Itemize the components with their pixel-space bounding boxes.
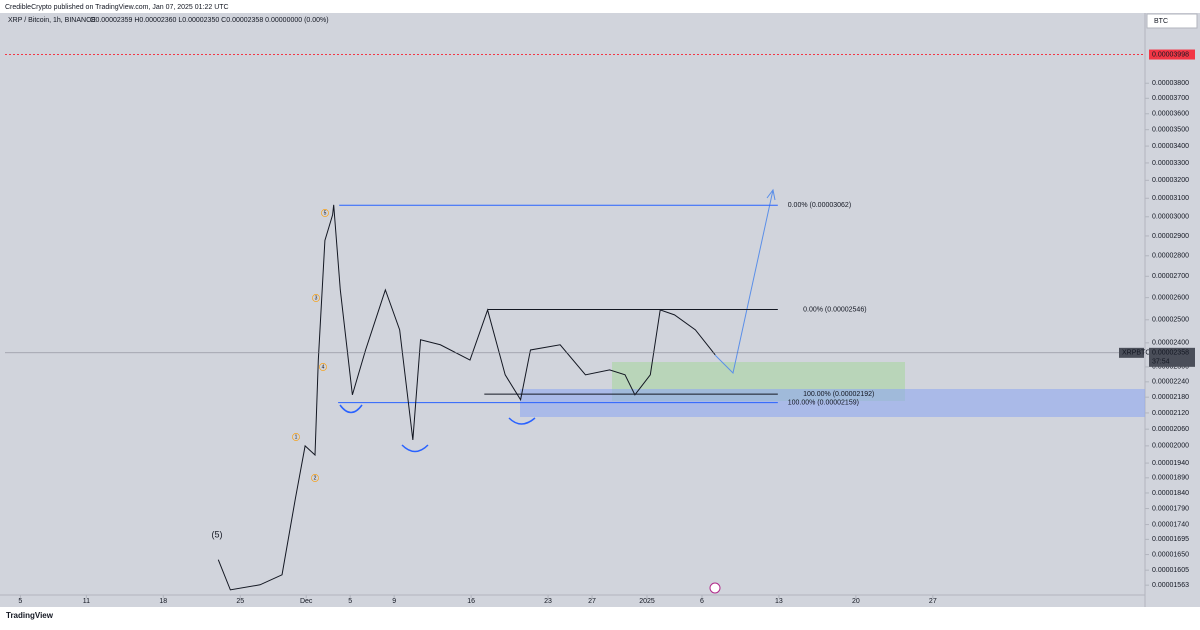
countdown: 37:54 — [1152, 359, 1170, 366]
fib-label: 0.00% (0.00003062) — [788, 202, 851, 209]
y-tick-label: 0.00002240 — [1152, 379, 1189, 386]
y-tick-label: 0.00001563 — [1152, 582, 1189, 589]
fib-label: 100.00% (0.00002192) — [803, 391, 874, 398]
bottom-arcs — [339, 404, 536, 453]
x-tick-label: 11 — [83, 598, 90, 605]
wave-label: 5 — [324, 210, 327, 216]
x-tick-label: 6 — [700, 598, 704, 605]
y-tick-label: 0.00002700 — [1152, 273, 1189, 280]
alert-label-box — [1149, 49, 1195, 60]
wave-label: 2 — [314, 475, 317, 481]
ohlc: O0.00002359 H0.00002360 L0.00002350 C0.0… — [90, 17, 329, 24]
wave-label-major: (5) — [212, 529, 223, 539]
x-tick-label: 23 — [544, 598, 552, 605]
y-tick-label: 0.00002000 — [1152, 443, 1189, 450]
x-tick-label: 9 — [392, 598, 396, 605]
x-tick-label: 20 — [852, 598, 860, 605]
y-tick-label: 0.00001740 — [1152, 521, 1189, 528]
symbol-box — [1119, 347, 1144, 358]
symbol-line: XRP / Bitcoin, 1h, BINANCE — [8, 17, 96, 24]
wave-circle — [292, 433, 300, 441]
y-tick-label: 0.00001650 — [1152, 551, 1189, 558]
y-tick-label: 0.00003100 — [1152, 195, 1189, 202]
y-tick-label: 0.00002900 — [1152, 233, 1189, 240]
wave-label: 3 — [315, 295, 318, 301]
wave-circle — [319, 363, 327, 371]
x-tick-label: 27 — [929, 598, 937, 605]
event-icon[interactable] — [709, 582, 721, 594]
y-tick-label: 0.00003400 — [1152, 143, 1189, 150]
y-tick-label: 0.00003300 — [1152, 160, 1189, 167]
wave-label: 4 — [322, 364, 325, 370]
y-tick-label: 0.00002180 — [1152, 394, 1189, 401]
wave-circle — [321, 209, 329, 217]
y-tick-label: 0.00001695 — [1152, 536, 1189, 543]
x-tick-label: 27 — [588, 598, 596, 605]
y-tick-label: 0.00002800 — [1152, 253, 1189, 260]
y-tick-label: 0.00001840 — [1152, 490, 1189, 497]
y-tick-label: 0.00002060 — [1152, 426, 1189, 433]
y-tick-label: 0.00003700 — [1152, 95, 1189, 102]
y-tick-label: 0.00001890 — [1152, 475, 1189, 482]
y-tick-label: 0.00001940 — [1152, 460, 1189, 467]
y-tick-label: 0.00002600 — [1152, 294, 1189, 301]
x-tick-label: 13 — [775, 598, 783, 605]
y-tick-label: 0.00001790 — [1152, 505, 1189, 512]
x-tick-label: Dec — [300, 598, 313, 605]
footer-brand: TradingView — [6, 611, 54, 620]
y-tick-label: 0.00003600 — [1152, 111, 1189, 118]
wave-circle — [311, 474, 319, 482]
y-tick-label: 0.00002120 — [1152, 410, 1189, 417]
currency: BTC — [1154, 18, 1168, 25]
published-note: CredibleCrypto published on TradingView.… — [5, 4, 229, 11]
y-tick-label: 0.00002300 — [1152, 364, 1189, 371]
y-tick-label: 0.00001605 — [1152, 567, 1189, 574]
price-line — [217, 204, 716, 591]
symbol-label: XRPBTC — [1122, 350, 1150, 357]
wave-circle — [312, 294, 320, 302]
x-tick-label: 5 — [348, 598, 352, 605]
x-tick-label: 18 — [159, 598, 167, 605]
projection-arrow — [714, 188, 776, 375]
x-tick-label: 16 — [467, 598, 475, 605]
last-price-box — [1149, 347, 1195, 367]
fib-label: 100.00% (0.00002159) — [788, 399, 859, 406]
x-tick-label: 25 — [236, 598, 244, 605]
alert-label: 0.00003998 — [1152, 51, 1189, 58]
fib-label: 0.00% (0.00002546) — [803, 306, 866, 313]
wave-label: 1 — [295, 434, 298, 440]
x-tick-label: 5 — [18, 598, 22, 605]
y-tick-label: 0.00003000 — [1152, 214, 1189, 221]
last-price-label: 0.00002358 — [1152, 350, 1189, 357]
currency-box[interactable] — [1146, 13, 1198, 29]
y-tick-label: 0.00003800 — [1152, 80, 1189, 87]
y-tick-label: 0.00002500 — [1152, 317, 1189, 324]
y-tick-label: 0.00002400 — [1152, 340, 1189, 347]
chart-background — [0, 13, 1200, 607]
x-tick-label: 2025 — [639, 598, 655, 605]
y-tick-label: 0.00003200 — [1152, 177, 1189, 184]
y-tick-label: 0.00003500 — [1152, 127, 1189, 134]
